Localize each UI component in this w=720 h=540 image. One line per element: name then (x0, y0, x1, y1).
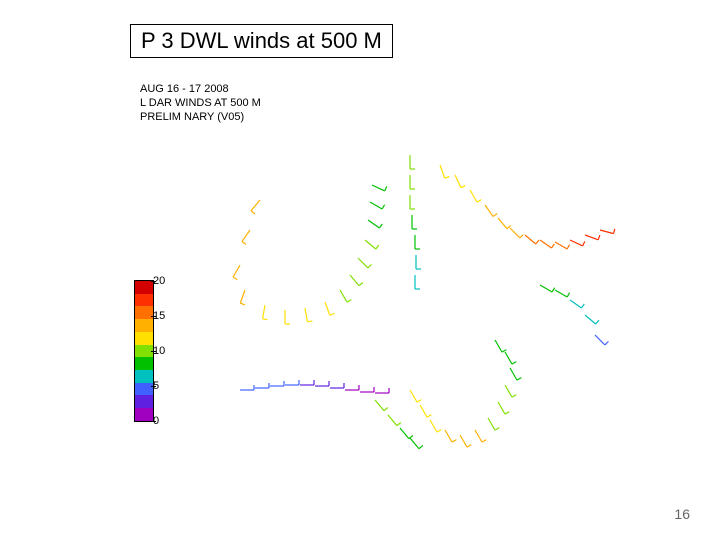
wind-barb-feather (330, 313, 335, 315)
wind-barb (440, 165, 445, 178)
wind-barb (505, 352, 512, 364)
wind-barb (240, 290, 245, 303)
page-number: 16 (674, 506, 690, 522)
wind-barb (555, 290, 567, 297)
wind-barb-feather (505, 412, 509, 415)
wind-barb-feather (495, 428, 499, 431)
wind-barb (455, 175, 461, 188)
wind-barb (375, 400, 384, 411)
wind-barb-feather (240, 303, 245, 305)
wind-barb (510, 228, 520, 238)
wind-barb (358, 258, 368, 268)
wind-barb-feather (596, 320, 599, 324)
page-title: P 3 DWL winds at 500 M (130, 24, 393, 58)
wind-barb (485, 205, 493, 216)
wind-barb-feather (493, 214, 497, 217)
wind-barb-feather (583, 241, 585, 246)
wind-barb (430, 420, 437, 432)
wind-barb (368, 220, 379, 228)
wind-barb (470, 190, 477, 202)
wind-barb (410, 390, 417, 402)
wind-barb-feather (445, 176, 450, 178)
wind-barb-feather (384, 408, 388, 411)
wind-barb (365, 240, 376, 249)
wind-barb (420, 405, 427, 417)
wind-barb-feather (417, 400, 421, 403)
wind-barb-feather (552, 288, 555, 292)
wind-barb (540, 240, 551, 248)
wind-barb (585, 235, 598, 240)
wind-barb-plot (110, 90, 620, 470)
wind-barb-feather (382, 205, 385, 209)
wind-barb (540, 285, 552, 292)
wind-barb-feather (512, 395, 516, 398)
wind-barb (350, 275, 359, 286)
wind-barb-feather (379, 224, 382, 228)
wind-barb-feather (567, 245, 570, 249)
wind-barb (600, 230, 614, 234)
wind-barb-feather (482, 440, 486, 443)
wind-barb (263, 305, 265, 319)
wind-barb-feather (307, 321, 312, 322)
wind-barb-feather (397, 423, 401, 426)
wind-barb-feather (419, 446, 423, 449)
wind-barb (325, 302, 330, 315)
wind-barb (555, 242, 567, 249)
wind-barb (498, 402, 505, 414)
wind-barb (595, 335, 605, 345)
wind-barb-feather (263, 319, 268, 320)
wind-barb (525, 235, 536, 244)
wind-barb-feather (517, 378, 521, 381)
wind-barb-feather (437, 430, 441, 433)
wind-barb (251, 200, 260, 211)
wind-barb-feather (368, 264, 372, 268)
wind-barb (340, 290, 347, 302)
wind-barb-feather (452, 440, 456, 443)
wind-barb (510, 368, 517, 380)
wind-barb-feather (512, 362, 516, 365)
wind-barb-feather (581, 304, 584, 308)
wind-barb (488, 418, 495, 430)
wind-barb-feather (477, 200, 481, 203)
wind-barb (570, 300, 581, 308)
wind-barb (410, 438, 419, 449)
wind-barb-feather (502, 350, 506, 353)
wind-barb-feather (467, 445, 471, 448)
wind-barb (388, 415, 397, 426)
wind-barb (475, 430, 482, 442)
wind-barb (372, 185, 385, 191)
wind-barb-feather (614, 229, 615, 234)
wind-barb-feather (376, 245, 379, 249)
wind-barb-feather (233, 277, 237, 280)
wind-barb-feather (385, 186, 387, 191)
wind-barb-feather (551, 244, 554, 248)
wind-barb (460, 435, 467, 447)
wind-barb-feather (567, 293, 570, 297)
wind-barb-feather (605, 341, 609, 345)
wind-barb (570, 240, 583, 246)
wind-barb (233, 265, 240, 277)
wind-barb (305, 308, 307, 322)
wind-barb-feather (242, 241, 246, 244)
wind-barb-feather (251, 211, 255, 214)
wind-barb (585, 315, 596, 324)
wind-barb-feather (359, 283, 363, 286)
wind-barb (498, 218, 507, 229)
wind-barb (400, 428, 409, 439)
wind-barb (370, 202, 382, 209)
wind-barb-feather (427, 415, 431, 418)
wind-barb-feather (461, 186, 466, 188)
wind-barb-feather (598, 235, 600, 240)
wind-barb (242, 230, 250, 241)
wind-barb-feather (520, 234, 524, 238)
wind-barb (445, 430, 452, 442)
wind-barb-feather (536, 240, 539, 244)
wind-barb (505, 385, 512, 397)
wind-barb-feather (347, 300, 351, 303)
wind-barb (495, 340, 502, 352)
